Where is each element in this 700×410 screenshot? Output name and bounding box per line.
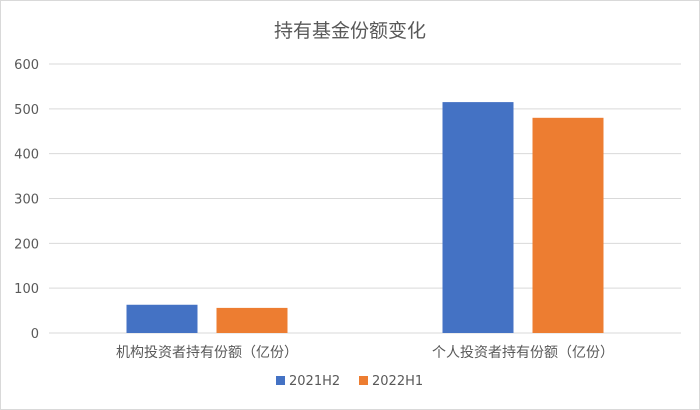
bar-2021H2-0 [126, 304, 198, 333]
chart-title: 持有基金份额变化 [274, 20, 426, 42]
y-tick-label: 100 [14, 282, 39, 297]
bar-2021H2-1 [442, 102, 514, 333]
bars [126, 102, 604, 333]
y-tick-label: 400 [14, 148, 39, 163]
legend-swatch [276, 376, 285, 385]
legend: 2021H2 2022H1 [276, 374, 423, 389]
legend-label: 2022H1 [372, 374, 423, 389]
x-axis-categories: 机构投资者持有份额（亿份） 个人投资者持有份额（亿份） [116, 345, 614, 361]
bar-2022H1-0 [216, 307, 288, 333]
legend-item-2021H2: 2021H2 [276, 374, 340, 389]
x-category-label: 机构投资者持有份额（亿份） [116, 345, 298, 361]
y-tick-label: 300 [14, 193, 39, 208]
y-axis-ticks: 0 100 200 300 400 500 600 [14, 58, 39, 342]
y-tick-label: 0 [31, 327, 39, 342]
x-category-label: 个人投资者持有份额（亿份） [432, 345, 614, 361]
legend-label: 2021H2 [289, 374, 340, 389]
y-tick-label: 200 [14, 237, 39, 252]
gridlines [49, 63, 681, 334]
y-tick-label: 500 [14, 103, 39, 118]
y-tick-label: 600 [14, 58, 39, 73]
legend-swatch [359, 376, 368, 385]
legend-item-2022H1: 2022H1 [359, 374, 423, 389]
bar-2022H1-1 [532, 117, 604, 333]
